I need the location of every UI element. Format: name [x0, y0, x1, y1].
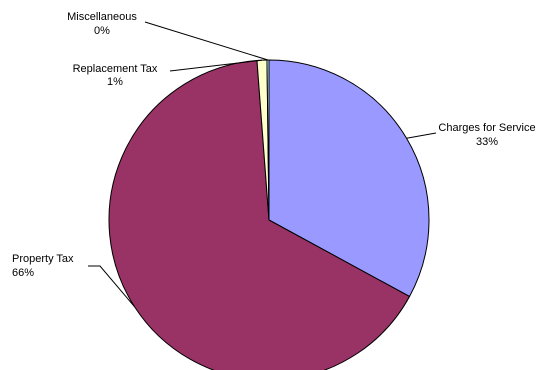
slice-label-property-tax: Property Tax	[12, 253, 74, 265]
slice-label-charges-for-service: Charges for Service	[438, 122, 535, 134]
pie-slices	[108, 59, 430, 370]
slice-value-replacement-tax: 1%	[107, 76, 123, 88]
leader-lines	[88, 21, 437, 308]
slice-value-miscellaneous: 0%	[94, 25, 110, 37]
pie-slice-property-tax	[108, 59, 411, 370]
leader-line-miscellaneous	[144, 21, 269, 61]
leader-line-property-tax	[88, 265, 135, 308]
slice-value-charges-for-service: 33%	[476, 136, 498, 148]
leader-line-replacement-tax	[169, 59, 263, 72]
slice-label-replacement-tax: Replacement Tax	[73, 63, 158, 75]
slice-label-miscellaneous: Miscellaneous	[67, 11, 137, 23]
slice-value-property-tax: 66%	[12, 267, 34, 279]
leader-line-charges-for-service	[406, 132, 437, 139]
